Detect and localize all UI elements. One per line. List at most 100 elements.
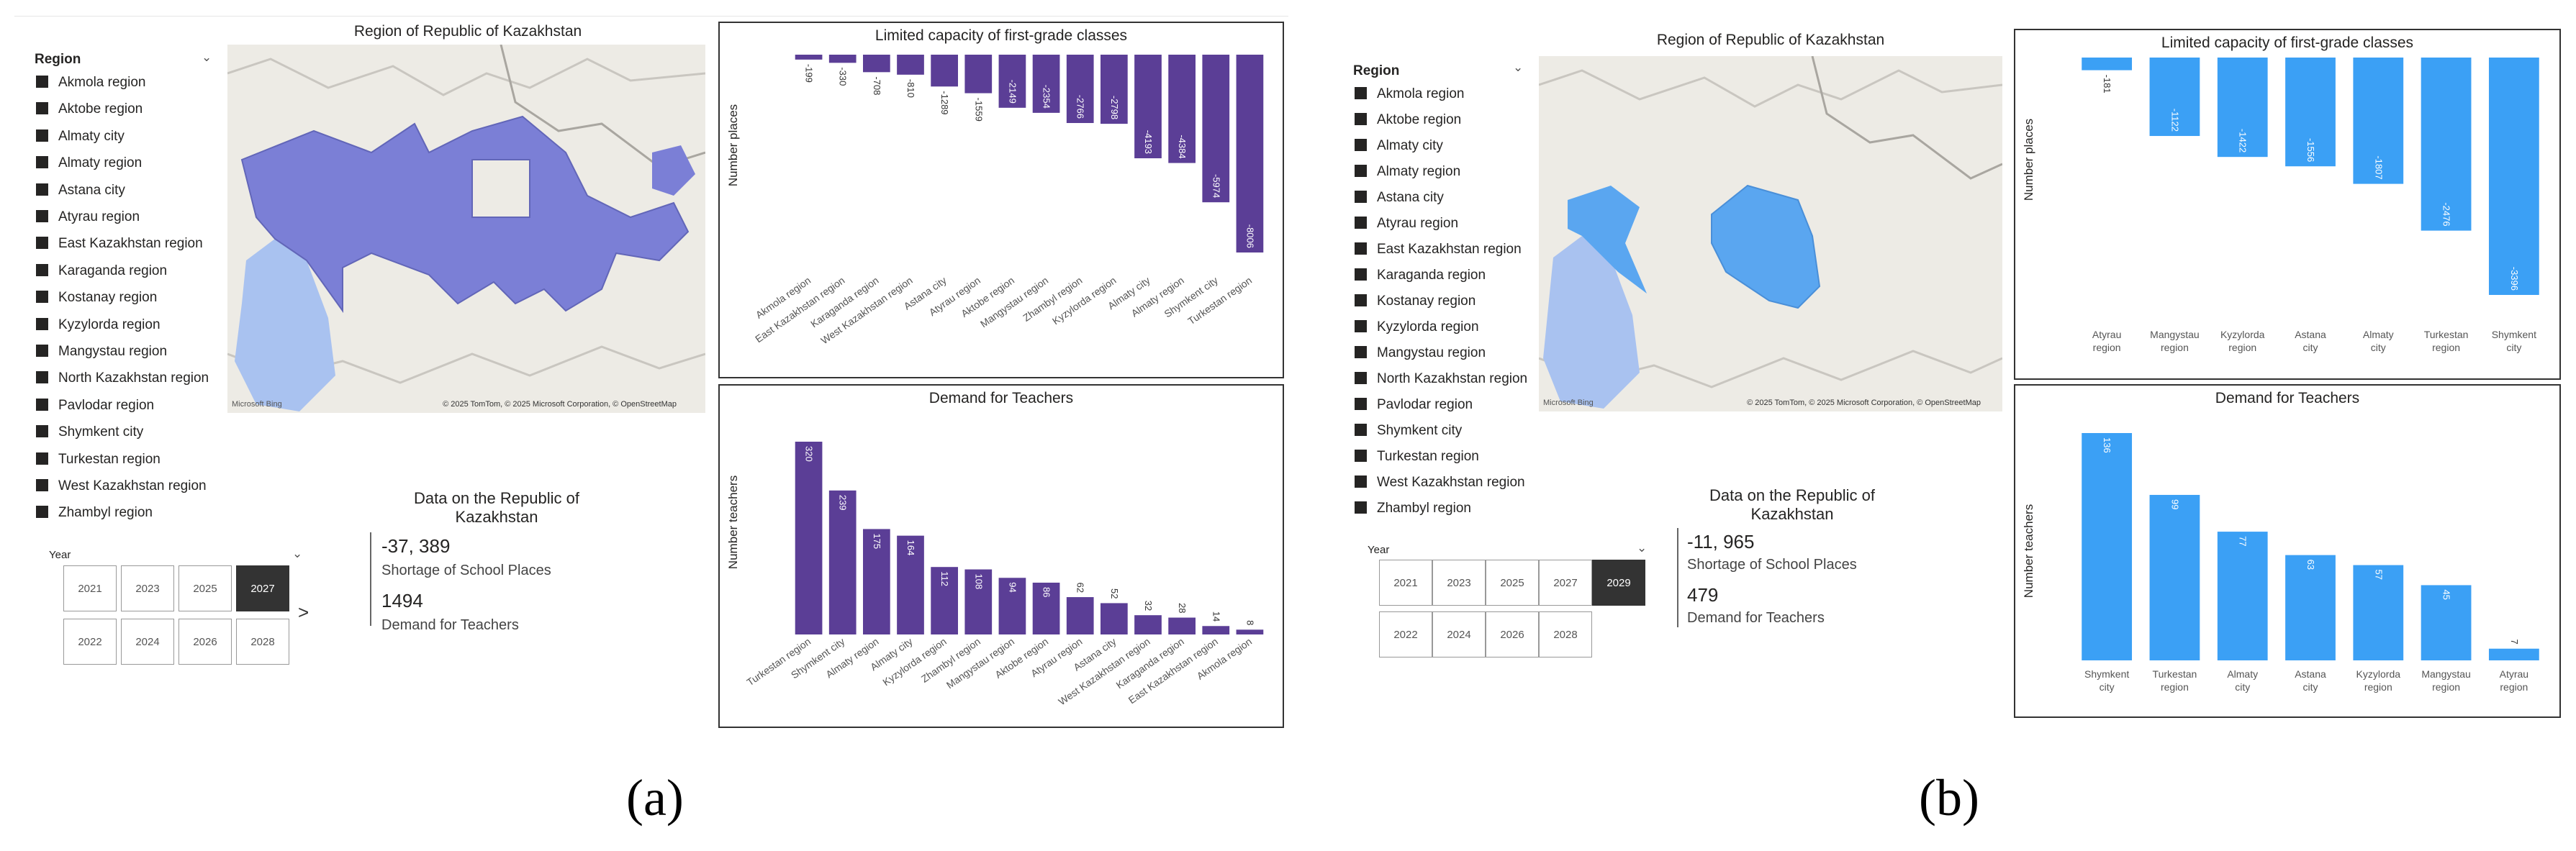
legend-item[interactable]: Almaty city [36, 129, 125, 145]
legend-item[interactable]: East Kazakhstan region [1355, 242, 1522, 258]
year-button-2028[interactable]: 2028 [1539, 611, 1592, 657]
legend-item[interactable]: Turkestan region [1355, 449, 1479, 465]
category-label: Shymkent [2084, 668, 2129, 680]
chevron-down-icon[interactable]: ⌄ [1513, 60, 1524, 74]
category-label: Mangystau [2421, 668, 2470, 680]
year-button-2024[interactable]: 2024 [121, 619, 174, 665]
bar [964, 55, 993, 94]
year-button-2027[interactable]: 2027 [236, 565, 289, 611]
data-label: 57 [2373, 570, 2384, 580]
kpi-teachers-value: 1494 [381, 590, 423, 611]
legend-item[interactable]: Kyzylorda region [1355, 319, 1479, 335]
legend-item[interactable]: Kyzylorda region [36, 317, 161, 333]
year-button-2026[interactable]: 2026 [178, 619, 232, 665]
legend-item[interactable]: Akmola region [36, 75, 145, 91]
year-button-2023[interactable]: 2023 [1432, 560, 1486, 606]
legend-item[interactable]: Shymkent city [1355, 423, 1462, 439]
legend-item[interactable]: Astana city [1355, 190, 1444, 206]
legend-swatch [1355, 424, 1367, 436]
legend-label: Almaty region [1377, 164, 1461, 179]
subfigure-label: (a) [626, 769, 684, 827]
data-label: 63 [2305, 560, 2316, 570]
chevron-down-icon[interactable]: ⌄ [292, 547, 303, 560]
bar [1168, 617, 1196, 634]
legend-item[interactable]: Akmola region [1355, 86, 1464, 102]
legend-item[interactable]: North Kazakhstan region [1355, 371, 1527, 387]
legend-label: Zhambyl region [58, 505, 153, 521]
category-label: city [2506, 342, 2521, 353]
data-label: -2798 [1109, 96, 1120, 119]
legend-swatch [1355, 346, 1367, 358]
legend-label: Almaty city [58, 128, 125, 144]
kpi-title: Data on the Republic of Kazakhstan [1709, 486, 1875, 523]
year-button-2029[interactable]: 2029 [1592, 560, 1645, 606]
legend-item[interactable]: Karaganda region [36, 263, 167, 279]
year-button-2021[interactable]: 2021 [63, 565, 117, 611]
chevron-down-icon[interactable]: ⌄ [1637, 541, 1648, 555]
legend-item[interactable]: Zhambyl region [1355, 501, 1471, 516]
bar [2149, 494, 2200, 660]
chevron-right-icon[interactable]: > [298, 601, 309, 623]
region-map[interactable]: Microsoft Bing © 2025 TomTom, © 2025 Mic… [227, 45, 705, 413]
legend-label: Turkestan region [58, 451, 161, 467]
legend-item[interactable]: Zhambyl region [36, 505, 153, 521]
bar [1101, 603, 1128, 634]
legend-item[interactable]: Atyrau region [1355, 216, 1458, 232]
year-button-2026[interactable]: 2026 [1486, 611, 1539, 657]
legend-item[interactable]: Kostanay region [36, 290, 157, 306]
legend-item[interactable]: Shymkent city [36, 424, 143, 440]
legend-item[interactable]: Mangystau region [36, 344, 167, 360]
data-label: -810 [905, 79, 916, 98]
category-label: city [2235, 681, 2250, 693]
bar [2353, 565, 2404, 660]
region-map[interactable]: Microsoft Bing © 2025 TomTom, © 2025 Mic… [1539, 56, 2002, 411]
bar [2488, 648, 2539, 660]
kpi-places-label: Shortage of School Places [381, 563, 551, 578]
legend-swatch [1355, 139, 1367, 151]
legend-item[interactable]: Atyrau region [36, 209, 140, 225]
year-button-2024[interactable]: 2024 [1432, 611, 1486, 657]
legend-item[interactable]: Turkestan region [36, 452, 161, 468]
legend-item[interactable]: Astana city [36, 183, 125, 199]
legend-label: Mangystau region [58, 344, 168, 359]
legend-swatch [36, 479, 48, 491]
legend-item[interactable]: Almaty region [36, 155, 142, 171]
year-button-2022[interactable]: 2022 [1379, 611, 1432, 657]
chevron-down-icon[interactable]: ⌄ [202, 50, 212, 64]
year-button-2023[interactable]: 2023 [121, 565, 174, 611]
legend-item[interactable]: Pavlodar region [36, 398, 154, 414]
bar [2217, 58, 2268, 158]
legend-item[interactable]: Pavlodar region [1355, 397, 1473, 413]
bar [2421, 585, 2472, 660]
legend-item[interactable]: East Kazakhstan region [36, 236, 203, 252]
category-label: Shymkent [2492, 329, 2536, 340]
legend-item[interactable]: Aktobe region [36, 101, 143, 117]
bar [1032, 582, 1060, 634]
kpi-places-value: -37, 389 [381, 535, 451, 557]
legend-item[interactable]: West Kazakhstan region [1355, 475, 1525, 491]
legend-swatch [1355, 217, 1367, 229]
map-border-line [1811, 56, 2002, 180]
legend-swatch [1355, 165, 1367, 177]
year-button-2027[interactable]: 2027 [1539, 560, 1592, 606]
year-button-2025[interactable]: 2025 [178, 565, 232, 611]
category-label: region [2432, 681, 2460, 693]
bar [897, 55, 924, 75]
legend-item[interactable]: Karaganda region [1355, 268, 1486, 283]
legend-item[interactable]: Almaty region [1355, 164, 1460, 180]
data-label: -8006 [1244, 224, 1255, 248]
legend-item[interactable]: Mangystau region [1355, 345, 1486, 361]
legend-label: Kostanay region [58, 290, 158, 306]
bar [795, 442, 823, 634]
legend-item[interactable]: West Kazakhstan region [36, 478, 207, 494]
legend-item[interactable]: Almaty city [1355, 138, 1443, 154]
year-button-2025[interactable]: 2025 [1486, 560, 1539, 606]
legend-label: Akmola region [58, 75, 146, 90]
legend-item[interactable]: North Kazakhstan region [36, 370, 209, 386]
legend-label: Kyzylorda region [1377, 319, 1479, 335]
legend-item[interactable]: Aktobe region [1355, 112, 1461, 128]
legend-item[interactable]: Kostanay region [1355, 293, 1475, 309]
year-button-2028[interactable]: 2028 [236, 619, 289, 665]
year-button-2022[interactable]: 2022 [63, 619, 117, 665]
year-button-2021[interactable]: 2021 [1379, 560, 1432, 606]
